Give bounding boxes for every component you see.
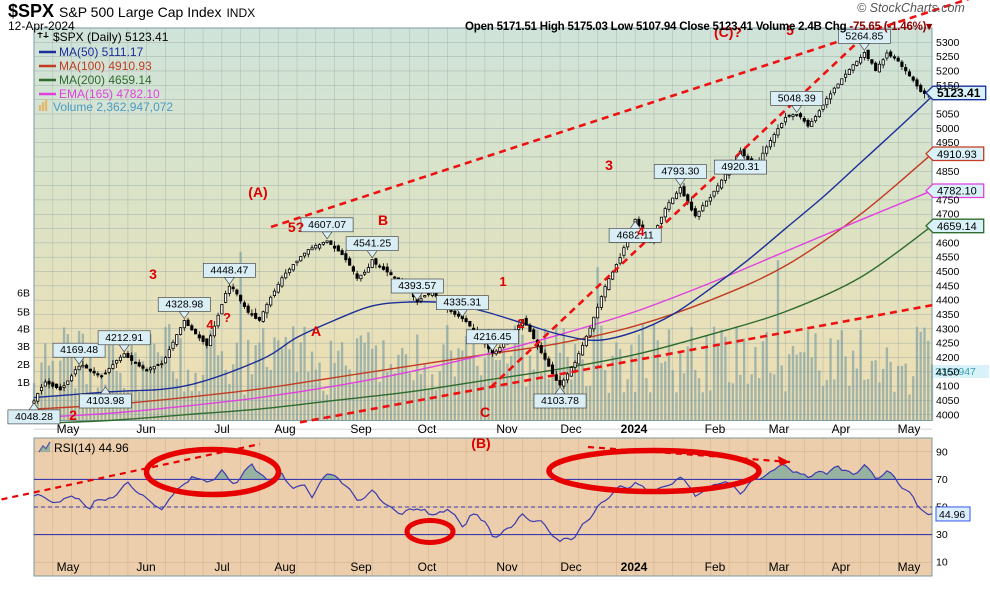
svg-text:30: 30 [936,529,948,541]
svg-text:90: 90 [936,446,948,458]
svg-text:10: 10 [936,557,948,569]
svg-text:Jul: Jul [214,422,229,436]
svg-text:Feb: Feb [705,422,726,436]
svg-text:4850: 4850 [936,166,960,178]
svg-text:4950: 4950 [936,137,960,149]
svg-text:MA(200) 4659.14: MA(200) 4659.14 [59,73,152,87]
svg-text:1: 1 [499,274,506,289]
svg-text:4169.48: 4169.48 [60,344,98,356]
svg-text:4335.31: 4335.31 [443,297,481,309]
svg-text:4682.11: 4682.11 [617,229,654,241]
svg-text:4100: 4100 [936,381,960,393]
svg-text:May: May [898,560,921,574]
svg-text:5250: 5250 [936,51,960,63]
svg-text:5200: 5200 [936,65,960,77]
svg-text:5050: 5050 [936,108,960,120]
svg-text:4B: 4B [17,324,30,336]
svg-text:Jul: Jul [214,560,229,574]
svg-text:C: C [480,404,490,420]
svg-text:3: 3 [605,157,613,173]
svg-text:2B: 2B [17,359,30,371]
svg-text:?: ? [223,310,231,325]
svg-text:4541.25: 4541.25 [353,238,391,250]
svg-text:5B: 5B [17,306,30,318]
svg-text:3B: 3B [17,341,30,353]
svg-text:4: 4 [206,317,214,332]
svg-text:Dec: Dec [560,422,581,436]
svg-text:4793.30: 4793.30 [661,166,699,178]
svg-text:Sep: Sep [350,560,372,574]
svg-text:Dec: Dec [560,560,581,574]
svg-text:MA(100) 4910.93: MA(100) 4910.93 [59,59,152,73]
svg-text:May: May [57,422,80,436]
svg-text:RSI(14) 44.96: RSI(14) 44.96 [54,441,129,455]
svg-text:6B: 6B [17,288,30,300]
svg-text:2024: 2024 [621,422,648,436]
svg-text:Sep: Sep [350,422,372,436]
svg-text:(B): (B) [471,435,490,451]
svg-text:4212.91: 4212.91 [105,332,143,344]
svg-text:Oct: Oct [418,560,437,574]
svg-text:May: May [898,422,921,436]
svg-text:4216.45: 4216.45 [473,331,511,343]
svg-text:Aug: Aug [274,422,295,436]
svg-text:4550: 4550 [936,252,960,264]
svg-text:Apr: Apr [832,422,851,436]
svg-text:Nov: Nov [496,422,517,436]
svg-text:Apr: Apr [832,560,851,574]
svg-text:4400: 4400 [936,295,960,307]
svg-text:4600: 4600 [936,237,960,249]
svg-text:4050: 4050 [936,395,960,407]
svg-text:Feb: Feb [705,560,726,574]
svg-text:4328.98: 4328.98 [165,299,203,311]
svg-text:Mar: Mar [769,422,790,436]
svg-text:4000: 4000 [936,409,960,421]
svg-text:70: 70 [936,474,948,486]
svg-text:A: A [311,323,321,339]
svg-text:4450: 4450 [936,280,960,292]
svg-text:5000: 5000 [936,123,960,135]
svg-text:4103.98: 4103.98 [86,395,124,407]
svg-text:MA(50) 5111.17: MA(50) 5111.17 [59,45,144,59]
svg-text:4350: 4350 [936,309,960,321]
svg-text:4659.14: 4659.14 [937,221,977,233]
svg-text:4700: 4700 [936,209,960,221]
svg-text:Jun: Jun [136,422,155,436]
svg-text:Oct: Oct [418,422,437,436]
svg-text:4150: 4150 [936,366,960,378]
svg-text:Nov: Nov [496,560,517,574]
svg-text:2: 2 [517,316,524,331]
svg-text:1B: 1B [17,377,30,389]
svg-text:4750: 4750 [936,194,960,206]
svg-text:Jun: Jun [136,560,155,574]
svg-text:2024: 2024 [621,560,648,574]
svg-text:44.96: 44.96 [939,509,965,521]
svg-text:5150: 5150 [936,80,960,92]
svg-text:Volume 2,362,947,072: Volume 2,362,947,072 [53,100,173,114]
svg-text:4: 4 [637,224,645,239]
svg-text:B: B [378,212,388,228]
svg-text:4500: 4500 [936,266,960,278]
svg-text:4393.57: 4393.57 [398,280,436,292]
svg-text:4300: 4300 [936,323,960,335]
svg-text:4910.93: 4910.93 [937,149,977,161]
svg-text:(A): (A) [248,184,267,200]
svg-text:4048.28: 4048.28 [15,411,53,423]
svg-text:5?: 5? [288,219,304,235]
svg-text:4607.07: 4607.07 [308,219,346,231]
svg-text:4103.78: 4103.78 [541,395,579,407]
svg-text:May: May [57,560,80,574]
svg-text:3: 3 [149,266,157,282]
svg-text:4200: 4200 [936,352,960,364]
svg-text:Aug: Aug [274,560,295,574]
svg-text:4920.31: 4920.31 [721,161,759,173]
svg-text:2: 2 [69,407,77,423]
svg-text:4448.47: 4448.47 [210,264,248,276]
svg-text:Mar: Mar [769,560,790,574]
svg-text:5300: 5300 [936,37,960,49]
svg-text:4250: 4250 [936,338,960,350]
svg-text:5048.39: 5048.39 [778,92,816,104]
svg-text:EMA(165) 4782.10: EMA(165) 4782.10 [59,87,160,101]
